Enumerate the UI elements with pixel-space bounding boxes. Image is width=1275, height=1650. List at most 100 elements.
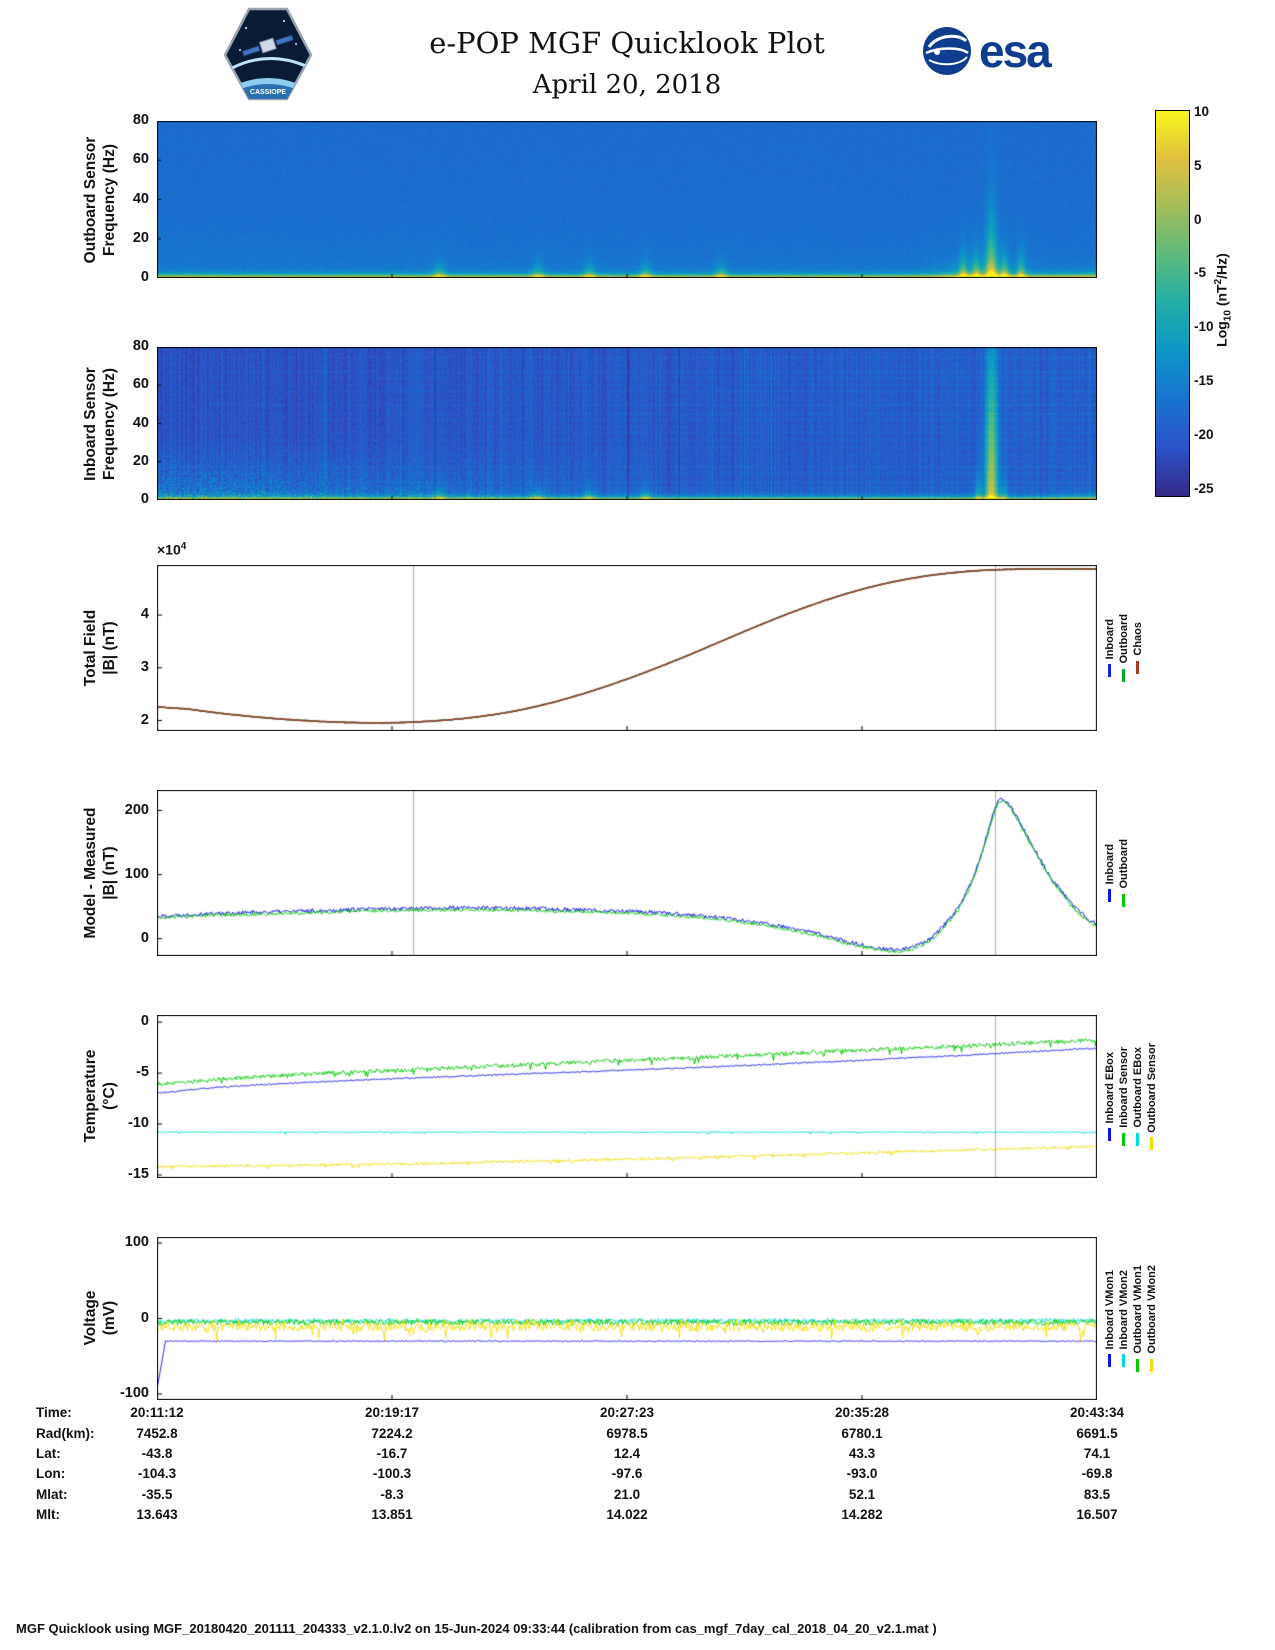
legend-color-dash bbox=[1136, 1132, 1139, 1146]
legend-color-dash bbox=[1136, 1358, 1139, 1372]
row-label: Lat: bbox=[36, 1446, 61, 1461]
ytick-label: 0 bbox=[140, 930, 149, 946]
ytick-label: -15 bbox=[128, 1166, 149, 1182]
legend-item: Inboard EBox bbox=[1103, 1015, 1116, 1178]
table-value: 20:43:34 bbox=[1069, 1405, 1125, 1420]
legend-color-dash bbox=[1136, 660, 1139, 674]
colorbar-tick: 0 bbox=[1194, 212, 1202, 227]
table-value: 14.282 bbox=[841, 1507, 883, 1522]
ytick-label: 4 bbox=[140, 606, 149, 622]
legend-label: Chaos bbox=[1131, 622, 1144, 656]
model-measured-legend: Inboard Outboard bbox=[1103, 790, 1130, 956]
table-value: -104.3 bbox=[137, 1466, 177, 1481]
ytick-label: 200 bbox=[124, 802, 149, 818]
legend-item: Inboard VMon2 bbox=[1117, 1237, 1130, 1400]
exponent-power: 4 bbox=[180, 541, 187, 552]
page-date: April 20, 2018 bbox=[532, 70, 722, 100]
temperature-y-axis-label: Temperature (°C) bbox=[80, 966, 120, 1226]
ytick-label: 80 bbox=[132, 338, 149, 354]
ytick-label: 2 bbox=[140, 712, 149, 728]
table-value: 6978.5 bbox=[606, 1426, 648, 1441]
legend-color-dash bbox=[1108, 889, 1111, 903]
legend-item: Inboard VMon1 bbox=[1103, 1237, 1116, 1400]
table-value: -93.0 bbox=[846, 1466, 878, 1481]
legend-label: Inboard VMon2 bbox=[1117, 1269, 1130, 1350]
ytick-label: 60 bbox=[132, 151, 149, 167]
colorbar bbox=[1155, 110, 1190, 497]
temperature-legend: Inboard EBox Inboard Sensor Outboard EBo… bbox=[1103, 1015, 1158, 1178]
inboard-spectrogram bbox=[157, 347, 1097, 500]
colorbar-tick: -25 bbox=[1194, 481, 1214, 496]
legend-color-dash bbox=[1122, 668, 1125, 682]
legend-color-dash bbox=[1122, 1354, 1125, 1368]
legend-item: Outboard VMon2 bbox=[1145, 1237, 1158, 1400]
table-value: 43.3 bbox=[848, 1446, 876, 1461]
legend-color-dash bbox=[1108, 664, 1111, 678]
total-field-legend: Inboard Outboard Chaos bbox=[1103, 565, 1144, 731]
exponent-base: ×10 bbox=[157, 541, 181, 558]
legend-item: Inboard bbox=[1103, 565, 1116, 731]
colorbar-title: Log10 (nT2/Hz) bbox=[1213, 150, 1233, 450]
legend-item: Outboard EBox bbox=[1131, 1015, 1144, 1178]
cassiope-patch-icon: CASSIOPE bbox=[223, 7, 313, 101]
table-value: 16.507 bbox=[1076, 1507, 1118, 1522]
ytick-label: 100 bbox=[124, 1234, 149, 1250]
table-value: 6691.5 bbox=[1076, 1426, 1118, 1441]
row-label: Lon: bbox=[36, 1466, 66, 1481]
colorbar-title-sub: 10 bbox=[1222, 310, 1234, 322]
voltage-legend: Inboard VMon1 Inboard VMon2 Outboard VMo… bbox=[1103, 1237, 1158, 1400]
ytick-label: 60 bbox=[132, 376, 149, 392]
legend-color-dash bbox=[1108, 1354, 1111, 1368]
colorbar-tick: 10 bbox=[1194, 104, 1210, 119]
legend-label: Inboard Sensor bbox=[1117, 1047, 1130, 1128]
table-value: 7452.8 bbox=[136, 1426, 178, 1441]
total-field-y-axis-label: Total Field |B| (nT) bbox=[80, 518, 120, 778]
table-value: -69.8 bbox=[1081, 1466, 1113, 1481]
page-title: e-POP MGF Quicklook Plot bbox=[429, 26, 825, 60]
model-minus-measured-chart bbox=[157, 790, 1097, 956]
ytick-label: 0 bbox=[140, 491, 149, 507]
colorbar-title-text: /Hz) bbox=[1213, 253, 1230, 279]
legend-label: Outboard bbox=[1117, 614, 1130, 664]
y-axis-exponent-label: ×104 bbox=[157, 541, 186, 558]
ytick-label: 20 bbox=[132, 453, 149, 469]
ytick-label: 40 bbox=[132, 191, 149, 207]
table-value: -8.3 bbox=[380, 1487, 404, 1502]
temperature-chart bbox=[157, 1015, 1097, 1178]
colorbar-tick: -10 bbox=[1194, 319, 1214, 334]
table-value: 83.5 bbox=[1083, 1487, 1111, 1502]
row-label: Rad(km): bbox=[36, 1426, 95, 1441]
ytick-label: 0 bbox=[140, 269, 149, 285]
ytick-label: -10 bbox=[128, 1115, 149, 1131]
outboard-spectrogram bbox=[157, 121, 1097, 278]
ytick-label: -100 bbox=[119, 1385, 149, 1401]
voltage-chart bbox=[157, 1237, 1097, 1400]
colorbar-tick: -15 bbox=[1194, 373, 1214, 388]
legend-label: Outboard bbox=[1117, 839, 1130, 889]
table-value: 20:11:12 bbox=[130, 1405, 184, 1420]
colorbar-tick: -5 bbox=[1194, 265, 1207, 280]
legend-label: Inboard bbox=[1103, 618, 1116, 660]
ytick-label: 40 bbox=[132, 415, 149, 431]
legend-item: Inboard Sensor bbox=[1117, 1015, 1130, 1178]
legend-label: Inboard bbox=[1103, 843, 1116, 885]
ytick-label: 20 bbox=[132, 230, 149, 246]
table-value: 21.0 bbox=[613, 1487, 641, 1502]
cassiope-mission-logo: CASSIOPE bbox=[222, 6, 314, 107]
table-value: 7224.2 bbox=[371, 1426, 413, 1441]
esa-globe-icon bbox=[923, 27, 971, 75]
ytick-label: 80 bbox=[132, 112, 149, 128]
legend-label: Outboard VMon1 bbox=[1131, 1265, 1144, 1354]
colorbar-tick: -20 bbox=[1194, 427, 1214, 442]
cassiope-logo-label: CASSIOPE bbox=[250, 89, 287, 96]
row-label: Mlt: bbox=[36, 1507, 60, 1522]
table-value: -100.3 bbox=[372, 1466, 412, 1481]
legend-color-dash bbox=[1122, 893, 1125, 907]
ytick-label: 0 bbox=[140, 1013, 149, 1029]
legend-item: Inboard bbox=[1103, 790, 1116, 956]
legend-item: Outboard bbox=[1117, 790, 1130, 956]
table-value: -16.7 bbox=[376, 1446, 408, 1461]
legend-color-dash bbox=[1122, 1132, 1125, 1146]
legend-label: Inboard VMon1 bbox=[1103, 1269, 1116, 1350]
